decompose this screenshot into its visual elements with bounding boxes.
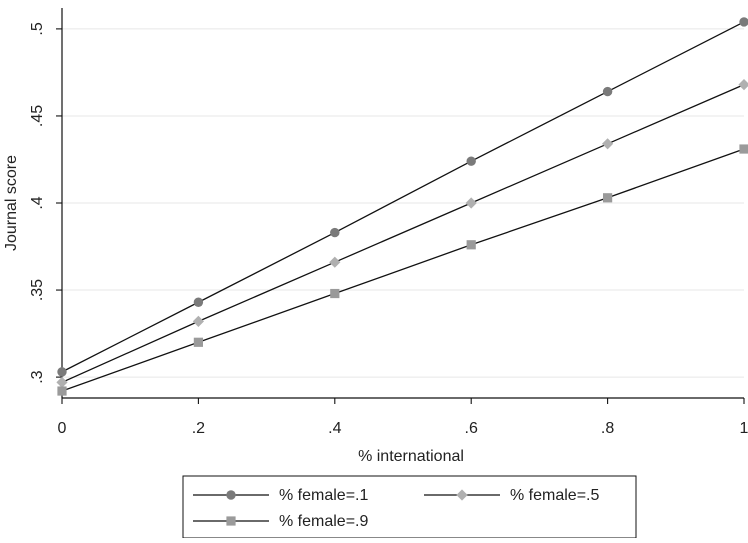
data-point: [739, 144, 748, 154]
series-group: [57, 144, 748, 396]
y-axis-label: Journal score: [3, 155, 20, 251]
data-point: [192, 315, 204, 327]
x-tick-label: 1: [740, 420, 748, 437]
series: [56, 17, 748, 396]
legend: % female=.1 % female=.5 % female=.9: [182, 475, 637, 539]
y-axis-ticks: .3 .35 .4 .45 .5: [29, 22, 62, 384]
x-axis-ticks: 0 .2 .4 .6 .8 1: [58, 398, 748, 437]
legend-item: % female=.1: [193, 487, 368, 504]
x-tick-label: .2: [192, 420, 205, 437]
data-point: [466, 156, 476, 166]
data-point: [330, 227, 340, 238]
data-point: [193, 297, 204, 307]
x-tick-label: .4: [328, 420, 341, 437]
series-line: [61, 21, 745, 373]
data-point: [193, 337, 203, 347]
series-group: [56, 79, 748, 388]
y-tick-label: .3: [29, 370, 46, 383]
data-point: [465, 197, 477, 209]
data-point: [738, 79, 748, 91]
y-tick-label: .5: [29, 22, 46, 35]
legend-marker: [226, 490, 236, 500]
x-tick-label: 0: [58, 420, 67, 437]
series-group: [57, 17, 748, 377]
x-tick-label: .8: [601, 420, 614, 437]
data-point: [56, 376, 68, 388]
data-point: [602, 138, 614, 150]
legend-item: % female=.5: [424, 487, 599, 504]
y-tick-label: .4: [29, 196, 46, 209]
y-tick-label: .35: [29, 279, 46, 301]
legend-box: [182, 475, 637, 539]
data-point: [739, 17, 748, 27]
data-point: [57, 367, 67, 377]
legend-label: % female=.9: [279, 513, 368, 530]
series-line: [61, 84, 745, 383]
legend-marker: [226, 516, 236, 526]
data-point: [466, 240, 476, 250]
legend-marker: [456, 489, 468, 501]
data-point: [57, 386, 67, 396]
y-tick-label: .45: [29, 105, 46, 127]
gridlines: [62, 28, 744, 378]
x-tick-label: .6: [465, 420, 478, 437]
x-axis-label: % international: [358, 448, 464, 465]
data-point: [602, 86, 613, 97]
data-point: [603, 193, 613, 203]
legend-label: % female=.5: [510, 487, 599, 504]
series-line: [61, 148, 745, 392]
data-point: [330, 288, 340, 299]
legend-label: % female=.1: [279, 487, 368, 504]
legend-item: % female=.9: [193, 513, 368, 530]
data-point: [329, 256, 341, 268]
